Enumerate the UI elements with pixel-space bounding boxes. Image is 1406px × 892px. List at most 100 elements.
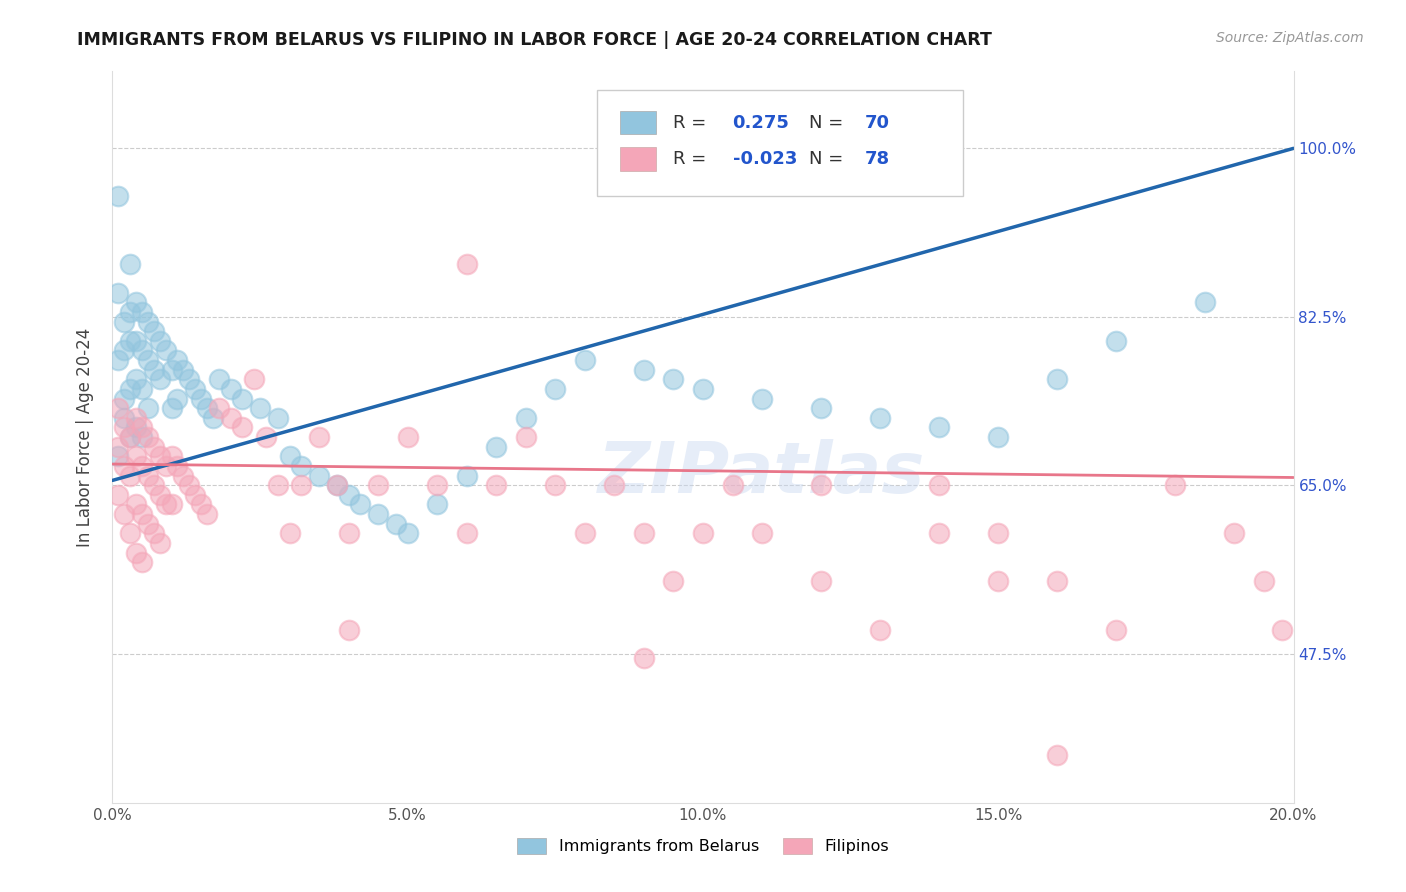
Point bbox=[928, 526, 950, 541]
Point bbox=[112, 343, 135, 358]
Point bbox=[112, 410, 135, 425]
Point bbox=[166, 392, 188, 406]
Point bbox=[160, 498, 183, 512]
Point bbox=[633, 651, 655, 665]
Point bbox=[337, 526, 360, 541]
Point bbox=[125, 334, 148, 348]
Point bbox=[107, 440, 129, 454]
Text: R =: R = bbox=[673, 113, 713, 131]
Point bbox=[515, 430, 537, 444]
Point bbox=[131, 555, 153, 569]
Point bbox=[136, 315, 159, 329]
Point bbox=[131, 458, 153, 473]
Point bbox=[987, 574, 1010, 589]
Point bbox=[869, 623, 891, 637]
Text: N =: N = bbox=[810, 150, 849, 168]
Point bbox=[290, 478, 312, 492]
Text: 0.275: 0.275 bbox=[733, 113, 789, 131]
Point bbox=[131, 507, 153, 521]
Point bbox=[367, 507, 389, 521]
Point bbox=[1194, 295, 1216, 310]
Point bbox=[987, 526, 1010, 541]
Point bbox=[120, 430, 142, 444]
Point bbox=[125, 498, 148, 512]
Point bbox=[326, 478, 349, 492]
Point bbox=[125, 545, 148, 559]
Legend: Immigrants from Belarus, Filipinos: Immigrants from Belarus, Filipinos bbox=[510, 831, 896, 861]
Point bbox=[987, 430, 1010, 444]
Point bbox=[131, 420, 153, 434]
Point bbox=[190, 392, 212, 406]
Point bbox=[120, 468, 142, 483]
Point bbox=[195, 401, 218, 416]
Point bbox=[208, 401, 231, 416]
Point bbox=[136, 430, 159, 444]
Point bbox=[1271, 623, 1294, 637]
Point bbox=[149, 450, 172, 464]
Point bbox=[125, 372, 148, 386]
Point bbox=[142, 324, 165, 338]
Text: Source: ZipAtlas.com: Source: ZipAtlas.com bbox=[1216, 31, 1364, 45]
Point bbox=[231, 392, 253, 406]
Point bbox=[633, 526, 655, 541]
Point bbox=[385, 516, 408, 531]
Y-axis label: In Labor Force | Age 20-24: In Labor Force | Age 20-24 bbox=[76, 327, 94, 547]
Point bbox=[308, 468, 330, 483]
Point bbox=[125, 450, 148, 464]
Point bbox=[1046, 574, 1069, 589]
Point bbox=[142, 526, 165, 541]
Point bbox=[149, 372, 172, 386]
Point bbox=[751, 392, 773, 406]
Point bbox=[1046, 372, 1069, 386]
Point bbox=[544, 478, 567, 492]
Point bbox=[278, 526, 301, 541]
Point bbox=[160, 401, 183, 416]
Point bbox=[692, 382, 714, 396]
Point bbox=[120, 257, 142, 271]
Point bbox=[112, 458, 135, 473]
Text: 70: 70 bbox=[865, 113, 890, 131]
Point bbox=[107, 401, 129, 416]
Point bbox=[131, 382, 153, 396]
Point bbox=[112, 507, 135, 521]
Point bbox=[426, 478, 449, 492]
Point bbox=[112, 420, 135, 434]
Point bbox=[120, 382, 142, 396]
Point bbox=[810, 401, 832, 416]
Point bbox=[574, 526, 596, 541]
Point bbox=[112, 315, 135, 329]
Point bbox=[107, 450, 129, 464]
Point bbox=[120, 334, 142, 348]
Point bbox=[278, 450, 301, 464]
Point bbox=[290, 458, 312, 473]
Point bbox=[515, 410, 537, 425]
Point bbox=[603, 478, 626, 492]
Point bbox=[456, 468, 478, 483]
Point bbox=[243, 372, 266, 386]
Point bbox=[125, 410, 148, 425]
Point bbox=[190, 498, 212, 512]
Point bbox=[155, 458, 177, 473]
Point bbox=[485, 440, 508, 454]
Point bbox=[125, 295, 148, 310]
Point bbox=[1223, 526, 1246, 541]
Point bbox=[349, 498, 371, 512]
Point bbox=[120, 526, 142, 541]
Point bbox=[208, 372, 231, 386]
Point bbox=[810, 574, 832, 589]
Point bbox=[456, 526, 478, 541]
Point bbox=[155, 498, 177, 512]
Point bbox=[142, 440, 165, 454]
Text: N =: N = bbox=[810, 113, 849, 131]
Point bbox=[172, 468, 194, 483]
Point bbox=[1046, 747, 1069, 762]
Point bbox=[131, 305, 153, 319]
Point bbox=[721, 478, 744, 492]
Bar bbox=[620, 147, 655, 171]
Point bbox=[219, 410, 242, 425]
Point bbox=[928, 420, 950, 434]
Point bbox=[160, 362, 183, 376]
Point bbox=[107, 353, 129, 368]
Point bbox=[662, 574, 685, 589]
Point bbox=[810, 478, 832, 492]
